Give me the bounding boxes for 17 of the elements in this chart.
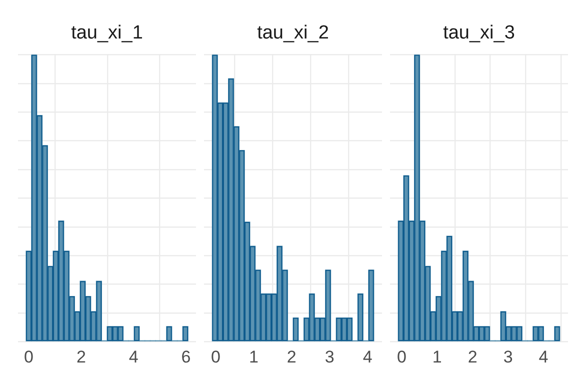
x-tick-label: 1 xyxy=(432,347,442,366)
x-tick-label: 2 xyxy=(286,347,296,366)
x-tick-label: 0 xyxy=(211,347,220,366)
x-tick-label: 3 xyxy=(503,347,513,366)
chart-title: tau_xi_1 xyxy=(71,22,143,44)
x-tick-label: 1 xyxy=(248,347,258,366)
chart-title: tau_xi_3 xyxy=(443,22,515,44)
x-tick-label: 4 xyxy=(538,347,548,366)
x-tick-label: 4 xyxy=(362,347,372,366)
x-tick-label: 0 xyxy=(396,347,406,366)
x-tick-label: 2 xyxy=(76,347,86,366)
x-tick-label: 2 xyxy=(468,347,478,366)
x-tick-label: 4 xyxy=(128,347,138,366)
x-tick-label: 6 xyxy=(181,347,191,366)
chart-title: tau_xi_2 xyxy=(257,22,329,44)
x-tick-label: 3 xyxy=(324,347,334,366)
x-tick-label: 0 xyxy=(24,347,34,366)
